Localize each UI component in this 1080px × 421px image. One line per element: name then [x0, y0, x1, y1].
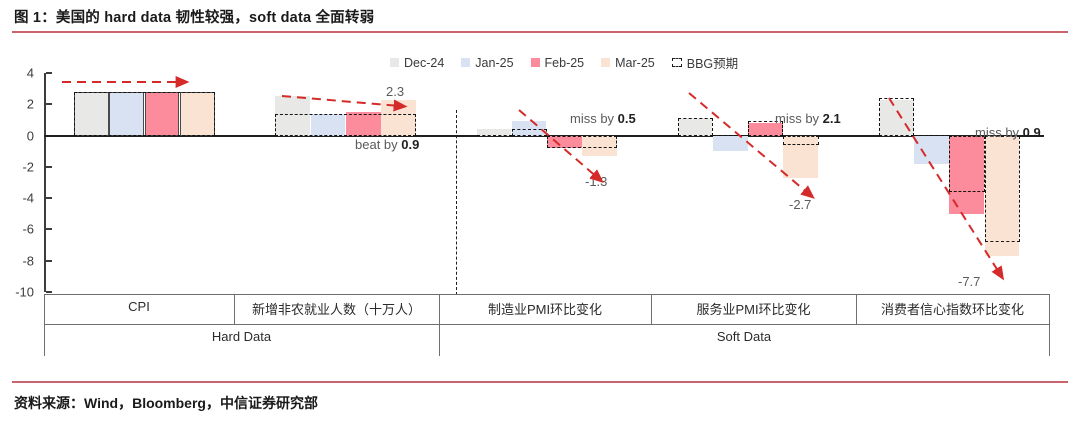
category-label-consumer-confidence: 消费者信心指数环比变化 — [880, 302, 1024, 317]
y-tick-label: 4 — [26, 65, 34, 81]
supergroup-label-soft-data: Soft Data — [716, 329, 772, 344]
annotation-miss-by-0-5: miss by 0.5 — [570, 111, 636, 126]
legend-item-dec24: Dec-24 — [390, 56, 444, 70]
legend-swatch-dec24 — [390, 58, 399, 67]
y-tick-mark — [46, 259, 52, 262]
value-label-minus-7-7: -7.7 — [958, 274, 981, 289]
y-tick-mark — [46, 165, 52, 168]
bbg-expectation-outline-4-3 — [984, 135, 1020, 242]
y-axis-line — [44, 73, 46, 292]
legend-label-jan25: Jan-25 — [475, 55, 514, 70]
bbg-expectation-outline-2-1 — [511, 129, 547, 136]
supergroup-label-hard-data: Hard Data — [211, 329, 272, 344]
legend-item-bbg: BBG预期 — [671, 53, 739, 72]
legend-item-jan25: Jan-25 — [461, 55, 514, 70]
legend-label-dec24: Dec-24 — [404, 55, 445, 70]
bar-jan-25-0 — [109, 91, 145, 136]
category-mid-line-soft — [439, 324, 1049, 326]
value-label-minus-2-7: -2.7 — [789, 197, 812, 212]
category-vline-1 — [234, 294, 236, 324]
category-vline-right — [1049, 294, 1051, 356]
bbg-expectation-outline-2-2 — [547, 135, 618, 149]
y-tick-mark — [46, 103, 52, 106]
bbg-expectation-outline-4-1 — [914, 134, 950, 136]
legend-swatch-mar25 — [601, 58, 611, 67]
category-label-mfg-pmi: 制造业PMI环比变化 — [487, 302, 603, 317]
category-label-payrolls: 新增非农就业人数（十万人） — [251, 302, 421, 317]
bar-jan-25-1 — [310, 113, 346, 136]
annotation-miss-by-0-9: miss by 0.9 — [975, 125, 1041, 140]
y-tick-mark — [46, 197, 52, 200]
value-label-minus-1-3: -1.3 — [585, 174, 608, 189]
annotation-beat-by-0-9: beat by 0.9 — [355, 137, 420, 152]
annotation-miss-by-2-1: miss by 2.1 — [775, 111, 841, 126]
legend-label-feb25: Feb-25 — [544, 55, 585, 70]
y-tick-mark — [46, 72, 52, 74]
bbg-expectation-outline-2-0 — [476, 134, 512, 136]
legend-item-feb25: Feb-25 — [530, 55, 585, 70]
category-axis: CPI 新增非农就业人数（十万人） 制造业PMI环比变化 服务业PMI环比变化 … — [44, 294, 1064, 356]
bbg-expectation-outline-3-1 — [712, 134, 749, 136]
y-tick-label: -10 — [15, 284, 34, 300]
bbg-expectation-outline-0-0 — [74, 91, 215, 136]
bar-feb-25-1 — [345, 112, 381, 136]
y-tick-label: 0 — [26, 128, 34, 144]
y-tick-label: -6 — [22, 221, 34, 237]
y-tick-label: -8 — [22, 253, 34, 269]
category-label-svc-pmi: 服务业PMI环比变化 — [696, 302, 811, 317]
bar-jan-25-3 — [712, 135, 748, 152]
bottom-rule — [12, 381, 1068, 383]
group-separator-hard-soft — [456, 110, 457, 295]
category-mid-line-hard — [44, 324, 439, 326]
chart-plot-area: 4 2 0 -2 -4 -6 -8 -10 beat by 0.9 2.3 miss by 0… — [0, 66, 1080, 360]
legend-label-mar25: Mar-25 — [615, 55, 655, 70]
source-footer: 资料来源：Wind，Bloomberg，中信证券研究部 — [14, 395, 318, 411]
category-vline-4 — [856, 294, 858, 324]
bbg-expectation-outline-3-0 — [677, 118, 713, 136]
chart-legend: Dec-24 Jan-25 Feb-25 Mar-25 BBG预期 — [390, 53, 738, 72]
y-tick-label: -4 — [22, 190, 34, 206]
bbg-expectation-outline-4-2 — [949, 135, 985, 192]
bar-dec-24-2 — [476, 129, 512, 136]
y-tick-label: -2 — [22, 159, 34, 175]
y-tick-mark — [46, 291, 52, 293]
legend-swatch-feb25 — [530, 58, 540, 67]
y-tick-label: 2 — [26, 96, 34, 112]
bar-jan-25-4 — [914, 135, 949, 164]
legend-label-bbg: BBG预期 — [686, 57, 739, 71]
bbg-expectation-outline-3-3 — [783, 135, 819, 145]
legend-swatch-bbg-dashed-icon — [671, 58, 682, 67]
bbg-expectation-outline-4-0 — [878, 98, 915, 136]
value-label-2-3: 2.3 — [386, 84, 405, 99]
legend-item-mar25: Mar-25 — [601, 56, 655, 70]
category-vline-3 — [651, 294, 653, 324]
y-tick-mark — [46, 228, 52, 231]
category-top-line — [44, 294, 1050, 296]
bbg-expectation-outline-1-0 — [275, 113, 417, 136]
top-rule — [12, 31, 1068, 33]
category-label-cpi: CPI — [128, 299, 150, 314]
figure-title: 图 1：美国的 hard data 韧性较强，soft data 全面转弱 — [14, 10, 375, 26]
legend-swatch-jan25 — [461, 58, 471, 67]
